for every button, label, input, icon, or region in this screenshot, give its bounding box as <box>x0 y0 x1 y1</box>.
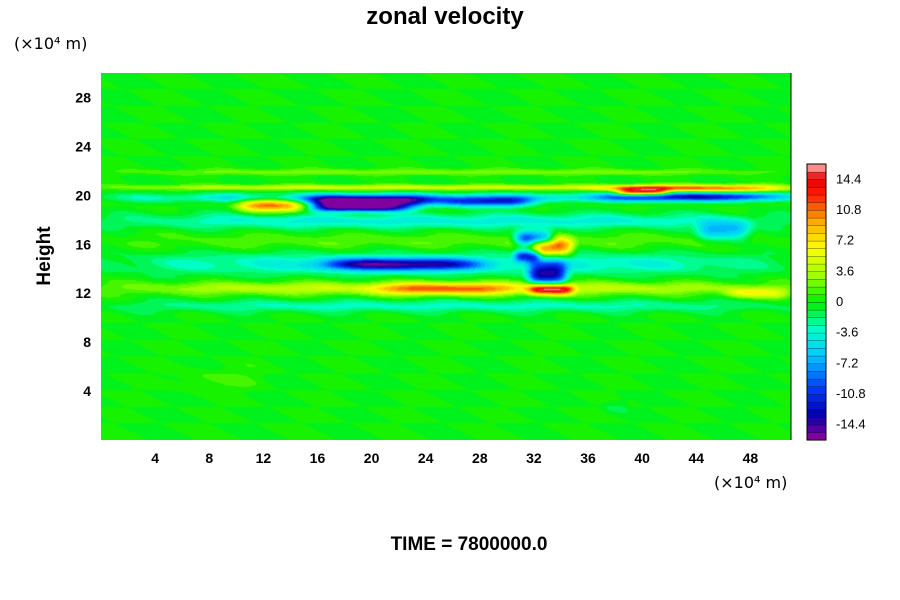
colorbar-level <box>806 301 827 311</box>
colorbar-tick-label: 10.8 <box>836 202 861 217</box>
colorbar-level <box>806 232 827 242</box>
x-tick-label: 44 <box>689 450 705 466</box>
y-tick-label: 20 <box>75 187 91 203</box>
colorbar-level <box>806 179 827 188</box>
y-axis-ticks: 4 8 12 16 20 24 28 <box>75 89 91 399</box>
y-tick-label: 24 <box>75 138 91 154</box>
x-tick-label: 48 <box>743 450 759 466</box>
x-tick-label: 4 <box>151 450 159 466</box>
colorbar-level <box>806 424 827 433</box>
colorbar-level <box>806 186 827 196</box>
y-tick-label: 12 <box>75 285 91 301</box>
colorbar-level <box>806 202 827 211</box>
colorbar-labels: 14.4 10.8 7.2 3.6 0 -3.6 -7.2 -10.8 -14.4 <box>836 171 866 431</box>
colorbar-level <box>806 393 827 403</box>
heatmap-field <box>101 73 791 440</box>
colorbar-tick-label: -10.8 <box>836 386 866 401</box>
x-tick-label: 28 <box>472 450 488 466</box>
colorbar-level <box>806 240 827 249</box>
colorbar <box>806 163 827 441</box>
colorbar-level <box>806 248 827 257</box>
colorbar-level <box>806 194 827 203</box>
colorbar-level <box>806 225 827 234</box>
colorbar-level <box>806 386 827 395</box>
x-tick-label: 12 <box>256 450 272 466</box>
colorbar-level <box>806 271 827 280</box>
colorbar-level <box>806 286 827 295</box>
colorbar-level <box>806 378 827 387</box>
colorbar-level <box>806 363 827 372</box>
colorbar-level <box>806 409 827 418</box>
colorbar-tick-label: 7.2 <box>836 233 854 248</box>
y-unit-label: (×10⁴ m) <box>14 34 87 53</box>
colorbar-level <box>806 209 827 219</box>
colorbar-level <box>806 217 827 226</box>
y-axis-label: Height <box>34 226 55 286</box>
colorbar-level <box>806 370 827 380</box>
plot-area <box>101 73 792 440</box>
colorbar-level <box>806 317 827 326</box>
y-tick-label: 8 <box>83 334 91 350</box>
time-label: TIME = 7800000.0 <box>391 534 548 555</box>
colorbar-level <box>806 355 827 364</box>
colorbar-tick-label: 3.6 <box>836 263 854 278</box>
colorbar-level <box>806 340 827 349</box>
colorbar-level <box>806 432 827 441</box>
colorbar-level <box>806 332 827 341</box>
colorbar-level <box>806 416 827 426</box>
colorbar-frame <box>806 163 827 441</box>
y-tick-label: 28 <box>75 89 91 105</box>
y-tick-label: 16 <box>75 236 91 252</box>
y-tick-label: 4 <box>83 383 91 399</box>
x-tick-label: 8 <box>205 450 213 466</box>
colorbar-tick-label: 0 <box>836 294 843 309</box>
x-tick-label: 20 <box>364 450 380 466</box>
x-unit-label: (×10⁴ m) <box>714 473 787 492</box>
x-tick-label: 16 <box>310 450 326 466</box>
chart-title: zonal velocity <box>366 3 524 30</box>
x-tick-label: 40 <box>634 450 650 466</box>
x-axis-ticks: 4 8 12 16 20 24 28 32 36 40 44 48 <box>151 450 758 466</box>
colorbar-level <box>806 401 827 410</box>
colorbar-level <box>806 263 827 272</box>
colorbar-level <box>806 294 827 303</box>
colorbar-level <box>806 347 827 357</box>
colorbar-tick-label: -3.6 <box>836 325 858 340</box>
colorbar-tick-label: -14.4 <box>836 417 866 432</box>
colorbar-level <box>806 324 827 334</box>
colorbar-level <box>806 309 827 318</box>
colorbar-level <box>806 163 827 173</box>
x-tick-label: 36 <box>580 450 596 466</box>
colorbar-level <box>806 171 827 180</box>
colorbar-tick-label: 14.4 <box>836 171 861 186</box>
colorbar-level <box>806 255 827 265</box>
x-tick-label: 24 <box>418 450 434 466</box>
x-tick-label: 32 <box>526 450 542 466</box>
colorbar-level <box>806 278 827 288</box>
colorbar-tick-label: -7.2 <box>836 355 858 370</box>
